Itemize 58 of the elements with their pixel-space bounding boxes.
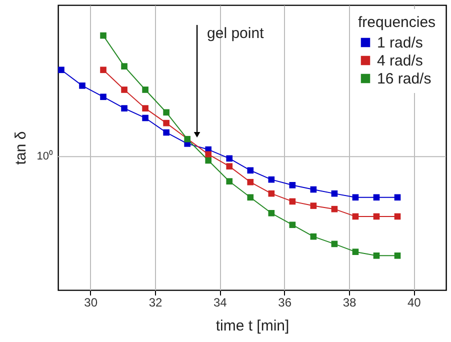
x-tick-label: 38 bbox=[342, 296, 356, 310]
x-tick-label: 32 bbox=[148, 296, 162, 310]
point bbox=[373, 252, 380, 259]
point bbox=[121, 105, 128, 112]
point bbox=[394, 213, 401, 220]
point bbox=[394, 252, 401, 259]
point bbox=[289, 222, 296, 228]
point bbox=[268, 210, 275, 216]
ref-line-label: 10⁰ bbox=[36, 150, 53, 163]
point bbox=[310, 202, 317, 209]
legend-label: 16 rad/s bbox=[377, 70, 432, 88]
x-tick-label: 36 bbox=[278, 296, 292, 310]
point bbox=[100, 32, 106, 39]
point bbox=[163, 129, 170, 136]
point bbox=[121, 63, 128, 70]
point bbox=[247, 178, 254, 186]
point bbox=[205, 157, 212, 164]
point bbox=[100, 94, 106, 100]
x-tick-label: 40 bbox=[407, 296, 422, 310]
y-axis-title: tan δ bbox=[12, 131, 30, 165]
point bbox=[121, 86, 128, 93]
point bbox=[163, 109, 170, 116]
point bbox=[100, 66, 106, 74]
point bbox=[310, 186, 317, 193]
point bbox=[79, 82, 86, 89]
point bbox=[352, 213, 359, 220]
x-tick-label: 30 bbox=[84, 296, 98, 310]
point bbox=[373, 194, 380, 201]
point bbox=[226, 178, 233, 185]
point bbox=[373, 213, 380, 220]
point bbox=[394, 194, 401, 201]
point bbox=[205, 151, 212, 158]
point bbox=[142, 114, 148, 122]
point bbox=[289, 198, 296, 205]
point bbox=[289, 182, 296, 188]
legend-label: 4 rad/s bbox=[377, 52, 423, 70]
point bbox=[247, 194, 254, 201]
annotation: gel point bbox=[207, 24, 265, 42]
point bbox=[331, 240, 338, 248]
point bbox=[226, 163, 233, 170]
point bbox=[352, 248, 359, 255]
x-tick-label: 34 bbox=[213, 296, 228, 310]
point bbox=[352, 194, 359, 201]
point bbox=[226, 155, 233, 162]
point bbox=[142, 105, 148, 112]
point bbox=[310, 233, 317, 240]
point bbox=[268, 190, 275, 197]
point bbox=[142, 86, 148, 93]
point bbox=[331, 206, 338, 212]
point bbox=[268, 176, 275, 183]
point bbox=[247, 167, 254, 174]
point bbox=[331, 190, 338, 197]
point bbox=[184, 136, 190, 142]
point bbox=[58, 66, 64, 74]
legend-title: frequencies bbox=[358, 14, 436, 31]
x-axis-title: time t [min] bbox=[216, 318, 290, 334]
legend-label: 1 rad/s bbox=[377, 34, 423, 52]
point bbox=[163, 120, 170, 126]
